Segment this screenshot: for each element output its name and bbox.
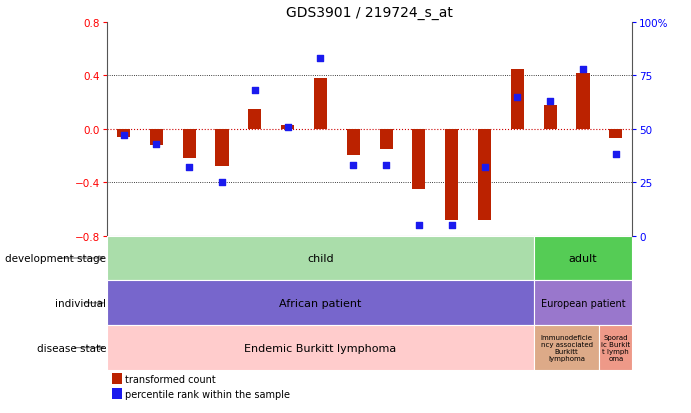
Bar (511, 69, 524, 129)
Bar (314, 79, 327, 129)
Point (610, 152, 621, 158)
Point (446, 222, 457, 229)
Bar (445, 129, 458, 220)
Bar (107, 236, 533, 281)
Bar (347, 129, 360, 156)
Text: percentile rank within the sample: percentile rank within the sample (126, 389, 290, 399)
Bar (379, 129, 392, 150)
Text: child: child (307, 254, 334, 263)
Bar (216, 129, 229, 167)
Text: individual: individual (55, 298, 106, 308)
Bar (533, 236, 632, 281)
Point (578, 66, 589, 73)
Title: GDS3901 / 219724_s_at: GDS3901 / 219724_s_at (286, 6, 453, 20)
Point (413, 222, 424, 229)
Text: disease state: disease state (37, 343, 106, 353)
Bar (533, 325, 599, 370)
Bar (544, 105, 557, 129)
Text: Immunodeficie
ncy associated
Burkitt
lymphoma: Immunodeficie ncy associated Burkitt lym… (540, 334, 593, 361)
Point (315, 56, 326, 62)
Point (381, 162, 392, 169)
Bar (609, 129, 623, 139)
Text: African patient: African patient (279, 298, 361, 308)
Bar (248, 109, 261, 129)
Bar (599, 325, 632, 370)
Text: transformed count: transformed count (126, 374, 216, 384)
Bar (113, 388, 122, 399)
Text: development stage: development stage (6, 254, 106, 263)
Point (512, 94, 523, 101)
Point (184, 164, 195, 171)
Point (479, 164, 490, 171)
Text: European patient: European patient (541, 298, 625, 308)
Text: Sporad
ic Burkit
t lymph
oma: Sporad ic Burkit t lymph oma (601, 334, 630, 361)
Bar (107, 325, 533, 370)
Point (216, 179, 227, 186)
Bar (182, 129, 196, 159)
Bar (413, 129, 426, 190)
Point (545, 98, 556, 105)
Bar (117, 129, 130, 138)
Bar (113, 373, 122, 384)
Bar (533, 281, 632, 325)
Point (249, 88, 261, 94)
Text: adult: adult (569, 254, 597, 263)
Point (348, 162, 359, 169)
Point (118, 133, 129, 139)
Bar (150, 129, 163, 145)
Point (151, 141, 162, 147)
Text: Endemic Burkitt lymphoma: Endemic Burkitt lymphoma (245, 343, 397, 353)
Point (282, 124, 293, 131)
Bar (576, 74, 589, 129)
Bar (107, 281, 533, 325)
Bar (478, 129, 491, 220)
Bar (281, 126, 294, 129)
